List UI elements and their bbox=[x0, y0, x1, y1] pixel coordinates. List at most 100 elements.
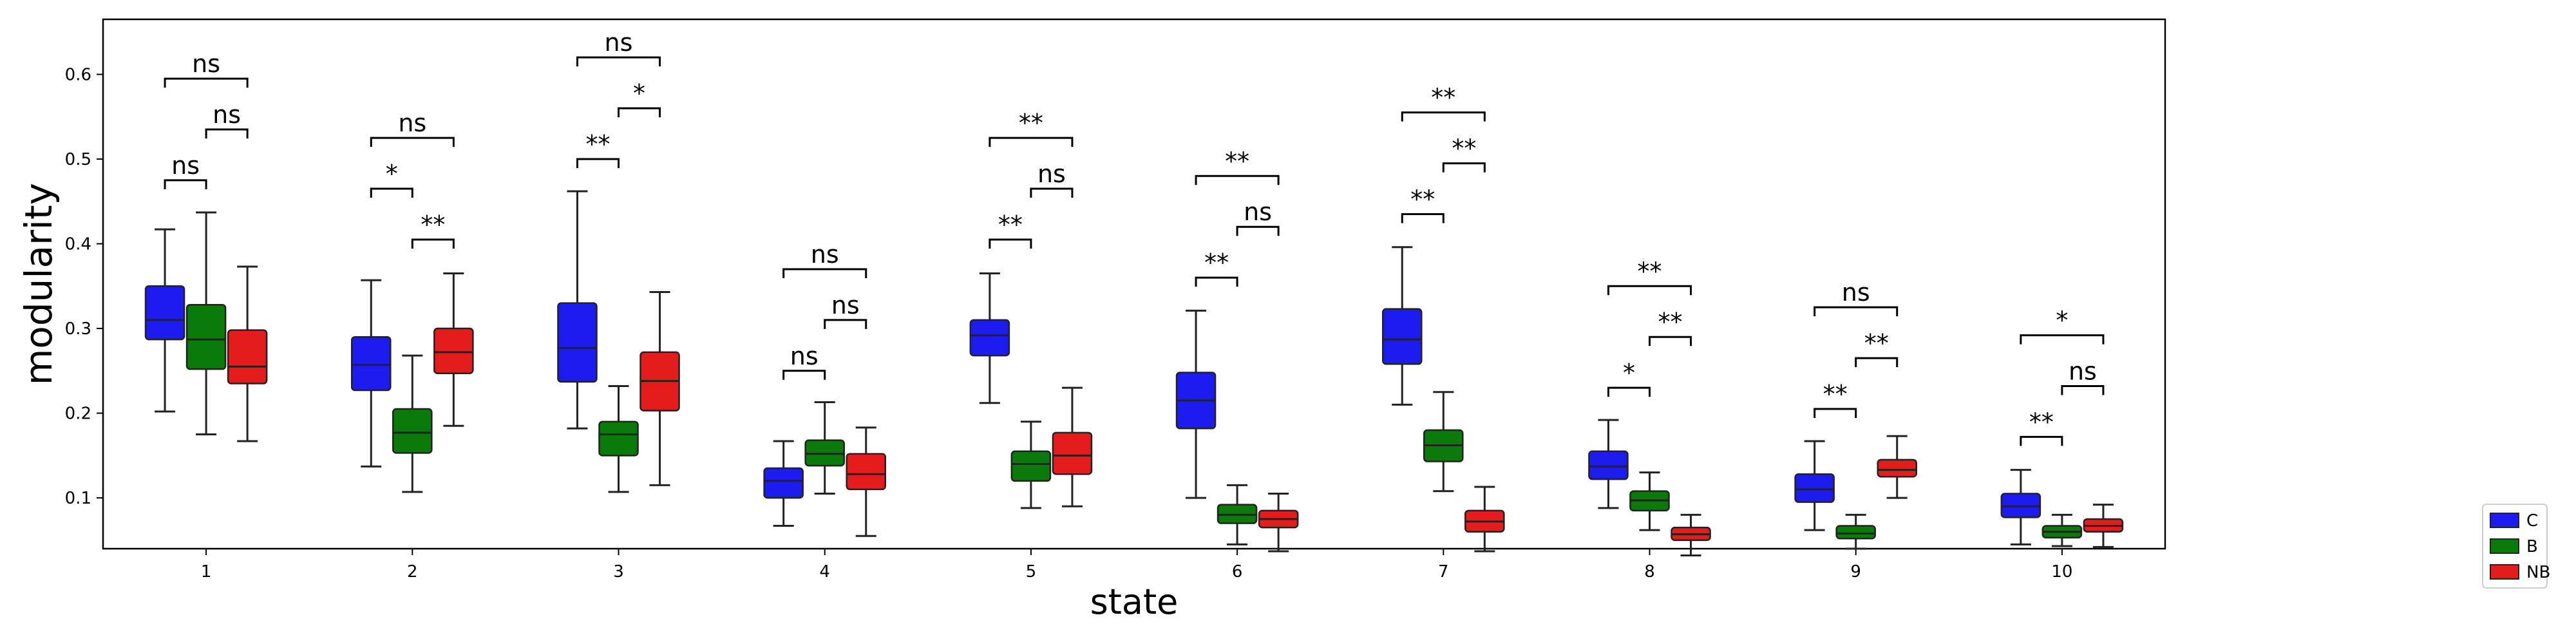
box-c-10 bbox=[2000, 469, 2041, 545]
significance-label: * bbox=[633, 79, 645, 108]
box-iqr bbox=[144, 285, 185, 341]
box-b-4 bbox=[804, 401, 845, 495]
significance-bracket: ** bbox=[1442, 135, 1486, 173]
box-nb-1 bbox=[227, 265, 268, 442]
y-tick-label: 0.1 bbox=[65, 489, 91, 508]
box-c-7 bbox=[1381, 246, 1423, 406]
significance-label: ** bbox=[1204, 249, 1229, 277]
significance-label: * bbox=[1623, 359, 1635, 387]
box-iqr bbox=[1588, 450, 1629, 480]
significance-label: ** bbox=[1864, 329, 1889, 357]
y-tick-label: 0.2 bbox=[65, 404, 91, 424]
significance-label: * bbox=[2056, 307, 2068, 335]
significance-label: ** bbox=[2029, 408, 2054, 436]
bracket-line bbox=[1401, 213, 1444, 223]
x-tick-label: 9 bbox=[1850, 562, 1861, 582]
bracket-line bbox=[1855, 357, 1899, 368]
significance-bracket: ns bbox=[370, 109, 455, 147]
box-iqr bbox=[598, 421, 639, 457]
bracket-line bbox=[989, 137, 1074, 147]
legend-swatch bbox=[2490, 513, 2519, 528]
box-c-2 bbox=[350, 279, 392, 468]
significance-label: ns bbox=[811, 240, 839, 269]
box-nb-6 bbox=[1258, 493, 1299, 553]
significance-label: ns bbox=[2069, 357, 2097, 385]
significance-bracket: ns bbox=[782, 342, 826, 380]
bracket-line bbox=[370, 137, 455, 147]
box-nb-5 bbox=[1052, 386, 1093, 507]
significance-label: ns bbox=[213, 100, 241, 129]
box-b-3 bbox=[598, 384, 639, 493]
box-nb-7 bbox=[1464, 486, 1505, 553]
bracket-line bbox=[1236, 225, 1280, 236]
legend-swatch bbox=[2490, 564, 2519, 580]
box-iqr bbox=[227, 329, 268, 384]
x-tick-label: 7 bbox=[1438, 562, 1449, 582]
significance-bracket: ** bbox=[1195, 249, 1238, 287]
significance-label: ns bbox=[1244, 198, 1272, 226]
box-iqr bbox=[350, 336, 392, 392]
significance-label: ** bbox=[998, 211, 1023, 239]
significance-label: ** bbox=[421, 211, 445, 239]
bracket-line bbox=[576, 56, 661, 67]
significance-bracket: ns bbox=[1236, 198, 1280, 236]
significance-label: ns bbox=[605, 28, 633, 57]
significance-label: ns bbox=[171, 151, 200, 180]
legend-entry-nb: NB bbox=[2490, 563, 2550, 582]
significance-bracket: ns bbox=[782, 240, 867, 278]
box-b-8 bbox=[1629, 471, 1670, 531]
box-iqr bbox=[763, 467, 804, 499]
significance-label: ns bbox=[398, 109, 426, 137]
y-axis: 0.1 0.2 0.3 0.4 0.5 0.6 bbox=[65, 65, 103, 508]
significance-label: ** bbox=[1225, 147, 1249, 175]
bracket-line bbox=[618, 107, 661, 118]
box-iqr bbox=[433, 327, 474, 375]
legend-swatch bbox=[2490, 538, 2519, 554]
x-tick-label: 10 bbox=[2051, 562, 2072, 582]
y-tick-label: 0.3 bbox=[65, 319, 91, 339]
significance-label: ** bbox=[1823, 380, 1848, 408]
significance-bracket: ** bbox=[1855, 329, 1899, 368]
significance-bracket: * bbox=[370, 160, 413, 198]
box-iqr bbox=[557, 302, 598, 383]
significance-bracket: * bbox=[618, 79, 661, 118]
box-nb-4 bbox=[846, 426, 887, 537]
box-iqr bbox=[1877, 459, 1918, 478]
significance-bracket: ** bbox=[2020, 408, 2063, 446]
bracket-line bbox=[824, 319, 867, 329]
legend-label: B bbox=[2526, 537, 2538, 556]
box-iqr bbox=[1052, 431, 1093, 475]
box-nb-8 bbox=[1671, 513, 1711, 557]
bracket-line bbox=[782, 268, 867, 278]
legend-entry-c: C bbox=[2490, 511, 2538, 531]
significance-label: ** bbox=[1658, 308, 1683, 336]
bracket-line bbox=[1401, 111, 1486, 122]
significance-bracket: ** bbox=[1649, 308, 1692, 346]
significance-label: ns bbox=[1842, 278, 1870, 307]
plot-area bbox=[102, 18, 2166, 550]
bracket-line bbox=[1814, 408, 1857, 418]
significance-bracket: * bbox=[2020, 307, 2105, 345]
y-tick-label: 0.4 bbox=[65, 235, 91, 254]
significance-label: ** bbox=[1019, 109, 1043, 137]
x-tick-label: 6 bbox=[1232, 562, 1243, 582]
significance-bracket: ns bbox=[164, 50, 249, 88]
box-b-7 bbox=[1423, 391, 1464, 493]
x-tick-label: 2 bbox=[407, 562, 418, 582]
x-axis: 1 2 3 4 5 6 7 8 9 10 bbox=[201, 549, 2072, 582]
bracket-line bbox=[2061, 384, 2105, 395]
y-tick-label: 0.6 bbox=[65, 65, 91, 84]
box-iqr bbox=[1835, 525, 1876, 540]
box-iqr bbox=[1010, 450, 1052, 482]
significance-label: ns bbox=[790, 342, 819, 370]
box-b-6 bbox=[1217, 484, 1258, 545]
bracket-line bbox=[2020, 435, 2063, 446]
bracket-line bbox=[1649, 336, 1692, 346]
x-axis-label: state bbox=[1090, 582, 1179, 622]
significance-bracket: ** bbox=[1401, 84, 1486, 122]
legend: CB NB bbox=[2482, 504, 2550, 589]
box-c-5 bbox=[969, 272, 1010, 404]
box-b-10 bbox=[2041, 513, 2083, 547]
significance-bracket: ns bbox=[205, 100, 249, 138]
bracket-line bbox=[370, 187, 413, 198]
